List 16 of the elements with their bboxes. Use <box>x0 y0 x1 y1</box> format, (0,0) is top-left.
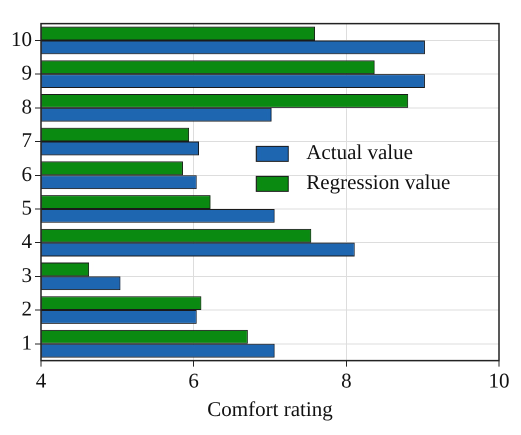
y-tick-label: 2 <box>22 296 32 321</box>
x-tick-label: 8 <box>341 368 352 393</box>
y-tick-label: 1 <box>22 330 32 354</box>
y-tick-label: 6 <box>22 162 32 186</box>
y-tick-label: 10 <box>11 26 32 51</box>
y-tick-label: 9 <box>22 60 32 85</box>
x-tick-label: 10 <box>488 368 510 393</box>
y-tick-label: 4 <box>22 229 32 254</box>
x-tick-label: 6 <box>188 368 199 393</box>
y-tick-label: 3 <box>22 262 32 287</box>
y-tick-label: 8 <box>22 94 32 118</box>
x-axis-title: Comfort rating <box>207 396 334 421</box>
legend-label: Actual value <box>306 140 413 164</box>
y-tick-label: 5 <box>22 195 32 220</box>
legend-label: Regression value <box>306 170 450 194</box>
y-tick-label: 7 <box>22 128 32 152</box>
